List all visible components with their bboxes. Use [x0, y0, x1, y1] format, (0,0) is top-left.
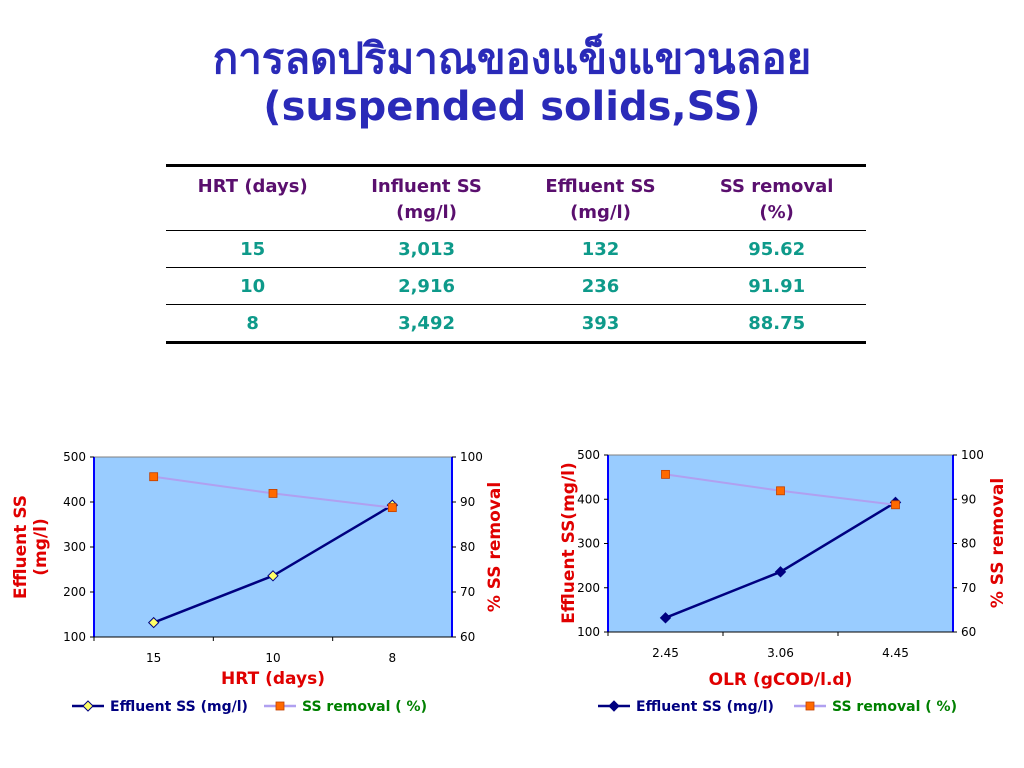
ss-data-table: HRT (days) Influent SS (mg/l) Effluent SS…	[166, 164, 866, 344]
table-cell: 2,916	[339, 267, 514, 305]
data-point-effluent	[659, 612, 672, 624]
y-axis-title-line: Effluent SS	[11, 495, 31, 599]
data-point-effluent	[147, 616, 160, 629]
plot-area	[607, 454, 954, 633]
table-cell: 95.62	[687, 230, 866, 268]
data-point-effluent	[267, 570, 279, 582]
y-axis-title: Effluent SS(mg/l)	[559, 462, 579, 624]
table-cell: 10	[166, 267, 340, 305]
y-tick-label: 200	[577, 581, 600, 595]
y-tick-label: 200	[63, 585, 86, 599]
x-tick-label: 2.45	[652, 646, 679, 660]
data-point-removal	[776, 486, 785, 496]
table-cell: 393	[513, 304, 688, 344]
slide-title-english: (suspended solids,SS)	[263, 84, 761, 130]
table-header-effluent: Effluent SS (mg/l)	[513, 164, 688, 231]
legend-marker	[82, 700, 94, 712]
y2-tick-label: 70	[961, 581, 976, 595]
y-tick-label: 500	[577, 448, 600, 462]
table-cell: 132	[513, 230, 688, 268]
y-tick-label: 300	[577, 537, 600, 551]
y2-tick-label: 60	[460, 630, 475, 644]
y-axis-title-line: Effluent SS(mg/l)	[559, 462, 579, 624]
legend-label: Effluent SS (mg/l)	[110, 699, 248, 715]
y2-tick-label: 90	[961, 492, 976, 506]
table-cell: 3,492	[339, 304, 514, 344]
y2-tick-label: 100	[961, 448, 984, 462]
y-tick-label: 400	[577, 492, 600, 506]
y-tick-label: 300	[63, 540, 86, 554]
y-tick-label: 400	[63, 495, 86, 509]
y2-tick-label: 80	[961, 537, 976, 551]
x-tick-label: 10	[265, 651, 280, 665]
legend-marker	[275, 701, 285, 711]
y-axis-title: Effluent SS(mg/l)	[11, 495, 51, 599]
y2-tick-label: 90	[460, 495, 475, 509]
legend-label: Effluent SS (mg/l)	[636, 699, 774, 715]
table-cell: 15	[166, 230, 340, 268]
y2-axis-title: % SS removal	[988, 478, 1008, 608]
data-point-removal	[891, 500, 900, 510]
legend-marker	[608, 700, 620, 712]
y2-tick-label: 70	[460, 585, 475, 599]
table-header-removal: SS removal (%)	[687, 164, 866, 231]
y-tick-label: 500	[63, 450, 86, 464]
table-cell: 8	[166, 304, 340, 344]
y-tick-label: 100	[63, 630, 86, 644]
table-cell: 236	[513, 267, 688, 305]
legend-label: SS removal ( %)	[302, 699, 427, 715]
y2-tick-label: 100	[460, 450, 483, 464]
y2-tick-label: 80	[460, 540, 475, 554]
y2-tick-label: 60	[961, 625, 976, 639]
table-cell: 3,013	[339, 230, 514, 268]
y2-axis-title: % SS removal	[485, 482, 505, 612]
plot-area	[93, 456, 453, 638]
table-cell: 91.91	[687, 267, 866, 305]
data-point-removal	[387, 503, 397, 513]
data-point-effluent	[774, 566, 787, 578]
data-point-removal	[661, 469, 670, 479]
table-header-influent: Influent SS (mg/l)	[339, 164, 514, 231]
legend-marker	[805, 701, 815, 711]
data-point-removal	[268, 489, 278, 498]
slide-title-thai: การลดปริมาณของแข็งแขวนลอย	[212, 34, 812, 83]
x-axis-title: HRT (days)	[221, 669, 325, 689]
x-tick-label: 3.06	[767, 646, 794, 660]
legend-label: SS removal ( %)	[832, 699, 957, 715]
x-tick-label: 4.45	[882, 646, 909, 660]
y-tick-label: 100	[577, 625, 600, 639]
y-axis-title-line: (mg/l)	[31, 518, 51, 575]
table-row: 8 3,492 393 88.75	[166, 304, 866, 344]
table-header-row: HRT (days) Influent SS (mg/l) Effluent SS…	[166, 164, 866, 231]
table-header-hrt: HRT (days)	[166, 164, 340, 231]
x-axis-title: OLR (gCOD/l.d)	[709, 670, 853, 690]
table-cell: 88.75	[687, 304, 866, 344]
table-row: 10 2,916 236 91.91	[166, 267, 866, 305]
table-row: 15 3,013 132 95.62	[166, 230, 866, 268]
x-tick-label: 15	[146, 651, 161, 665]
x-tick-label: 8	[389, 651, 397, 665]
data-point-removal	[149, 472, 159, 482]
